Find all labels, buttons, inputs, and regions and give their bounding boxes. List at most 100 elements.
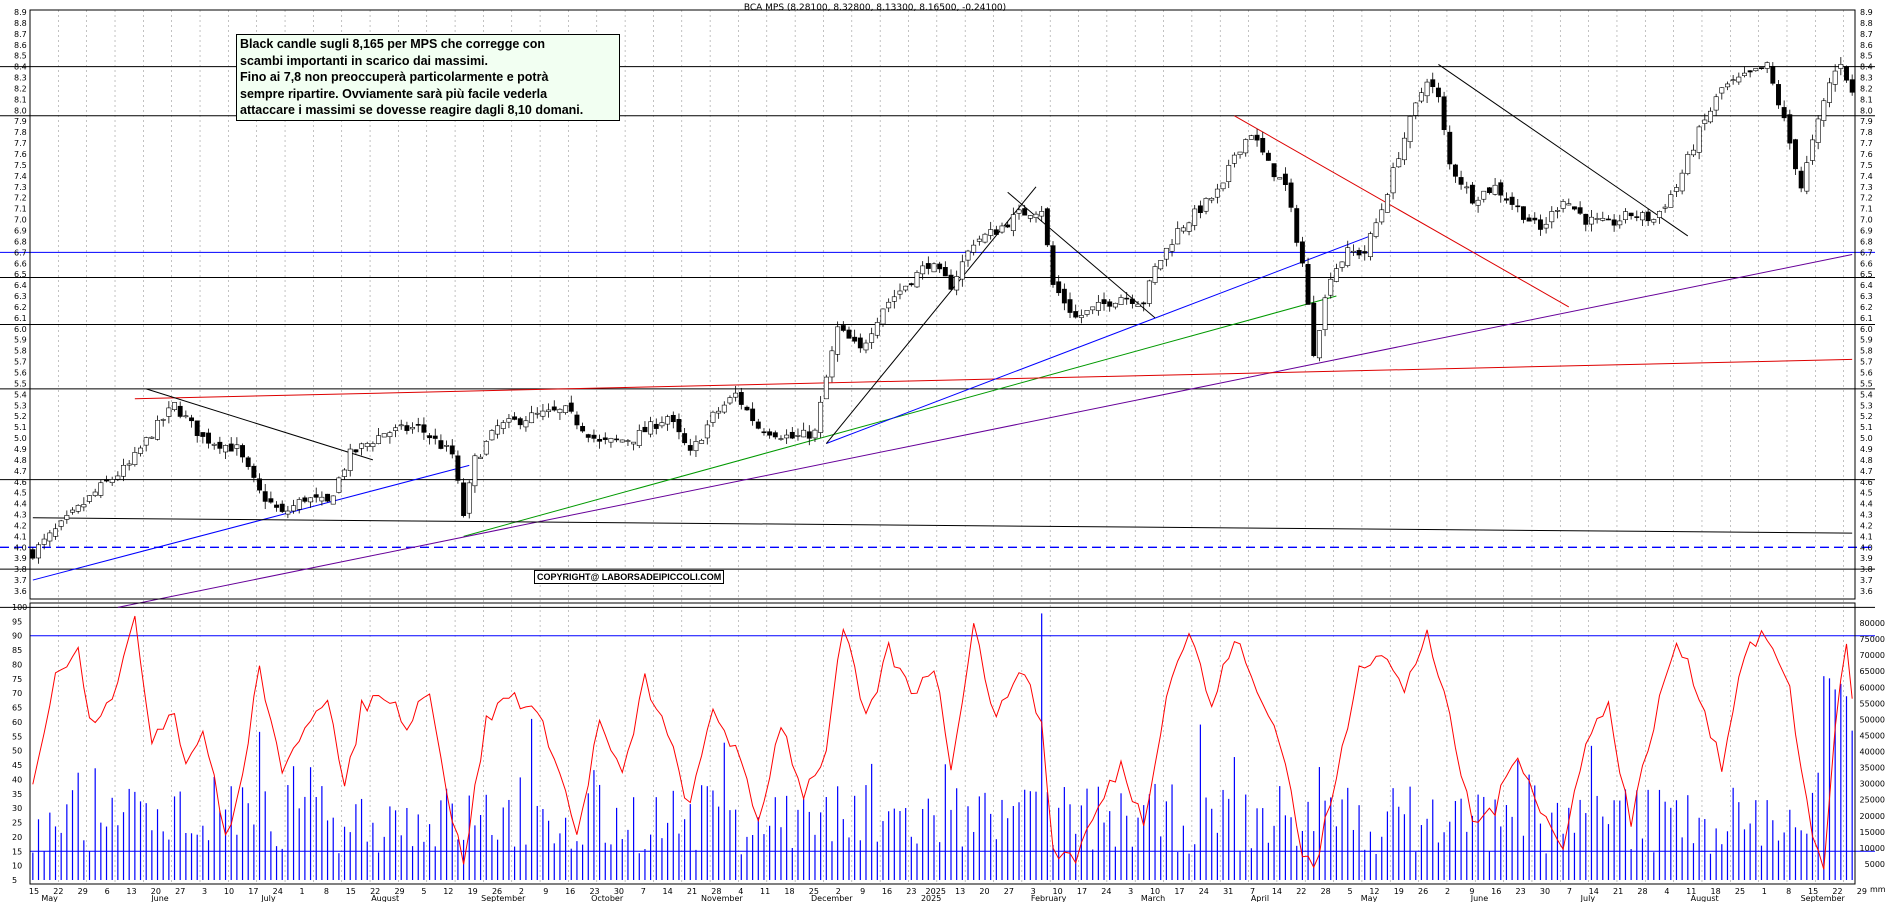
candle-body [1441,96,1447,130]
volume-bar [1386,811,1389,880]
volume-bar [202,825,204,880]
volume-bar [54,826,57,880]
candle-body [1469,184,1475,204]
candle-body [1532,217,1538,221]
candle-body [455,455,461,481]
volume-bar [933,815,935,880]
volume-bar [508,799,510,880]
volume-bar [1568,807,1570,880]
month-label: July [260,894,276,902]
volume-bar [797,809,799,880]
volume-bar [740,854,742,880]
volume-bar [1267,842,1269,880]
volume-bar [366,841,368,880]
volume-bar [1613,800,1615,880]
volume-bar [349,832,351,880]
candle-body [53,528,58,537]
month-label: September [1801,894,1846,902]
volume-tick: 40000 [1860,748,1885,757]
candle-body [1849,79,1855,93]
volume-tick: 15000 [1860,828,1885,837]
candle-body [886,301,892,309]
month-label: August [371,894,399,902]
y-tick-left: 7.2 [14,194,27,203]
volume-bar [718,806,720,880]
volume-bar [848,837,850,880]
volume-bar [309,767,312,880]
y-tick-left: 8.1 [14,95,27,104]
month-label: August [1691,894,1719,902]
candle-body [432,435,438,439]
date-tick: 9 [1469,887,1474,896]
volume-bar [207,840,210,880]
oscillator-tick: 25 [12,819,22,828]
date-tick: 11 [1686,887,1696,896]
volume-bar [621,839,623,880]
candle-body [1730,79,1736,81]
volume-bar [139,801,142,880]
volume-bar [1058,807,1060,880]
y-tick-left: 7.5 [14,161,27,170]
y-tick-right: 7.6 [1860,150,1873,159]
volume-bar [213,776,215,880]
volume-bar [122,812,125,880]
volume-bar [1392,788,1394,880]
volume-bar [1534,785,1536,880]
candle-body [1294,208,1300,243]
oscillator-line [32,615,1853,870]
volume-bar [145,803,147,880]
volume-bar [1364,849,1366,880]
candle-body [1260,137,1266,153]
oscillator-tick: 85 [12,646,22,655]
candle-body [1243,139,1249,154]
candle-body [954,276,960,291]
candle-body [1350,250,1356,253]
candle-body [1050,245,1056,285]
y-tick-right: 7.2 [1860,194,1873,203]
volume-bar [1052,845,1054,880]
y-tick-left: 8.4 [14,63,27,72]
month-label: May [41,894,58,902]
candle-body [1333,268,1339,282]
candle-body [381,433,387,438]
date-tick: 27 [175,887,185,896]
volume-bar [604,842,606,880]
y-tick-left: 6.2 [14,303,27,312]
volume-bar [899,811,901,880]
candle-body [659,422,665,427]
candle-body [636,430,642,446]
candle-body [489,430,495,441]
volume-bar [582,844,584,880]
date-tick: 16 [565,887,575,896]
candle-body [670,414,676,423]
oscillator-tick: 90 [12,632,22,641]
candle-body [149,436,155,439]
date-tick: 1 [1762,887,1767,896]
candle-body [1005,224,1011,228]
y-tick-right: 5.1 [1860,423,1873,432]
candle-body [1277,177,1283,180]
volume-bar [633,797,635,880]
candle-body [1691,149,1696,156]
volume-bar [1704,819,1706,880]
candle-body [846,329,852,339]
volume-bar [360,798,363,880]
date-tick: 10 [224,887,234,896]
volume-bar [1415,851,1417,880]
volume-bar [1199,724,1201,880]
candle-body [1832,70,1838,85]
date-tick: 14 [663,887,673,896]
volume-bar [417,814,419,880]
candle-body [143,437,149,446]
candle-body [1787,114,1793,144]
annotation-line: scambi importanti in scarico dai massimi… [240,53,489,68]
candle-body [523,420,529,428]
y-tick-right: 8.2 [1860,84,1873,93]
oscillator-tick: 40 [12,775,22,784]
volume-bar [1177,852,1179,880]
candle-body [410,427,416,430]
candle-body [138,447,143,454]
candle-body [1464,186,1470,189]
volume-bar [1143,805,1145,880]
volume-bar [689,804,691,880]
